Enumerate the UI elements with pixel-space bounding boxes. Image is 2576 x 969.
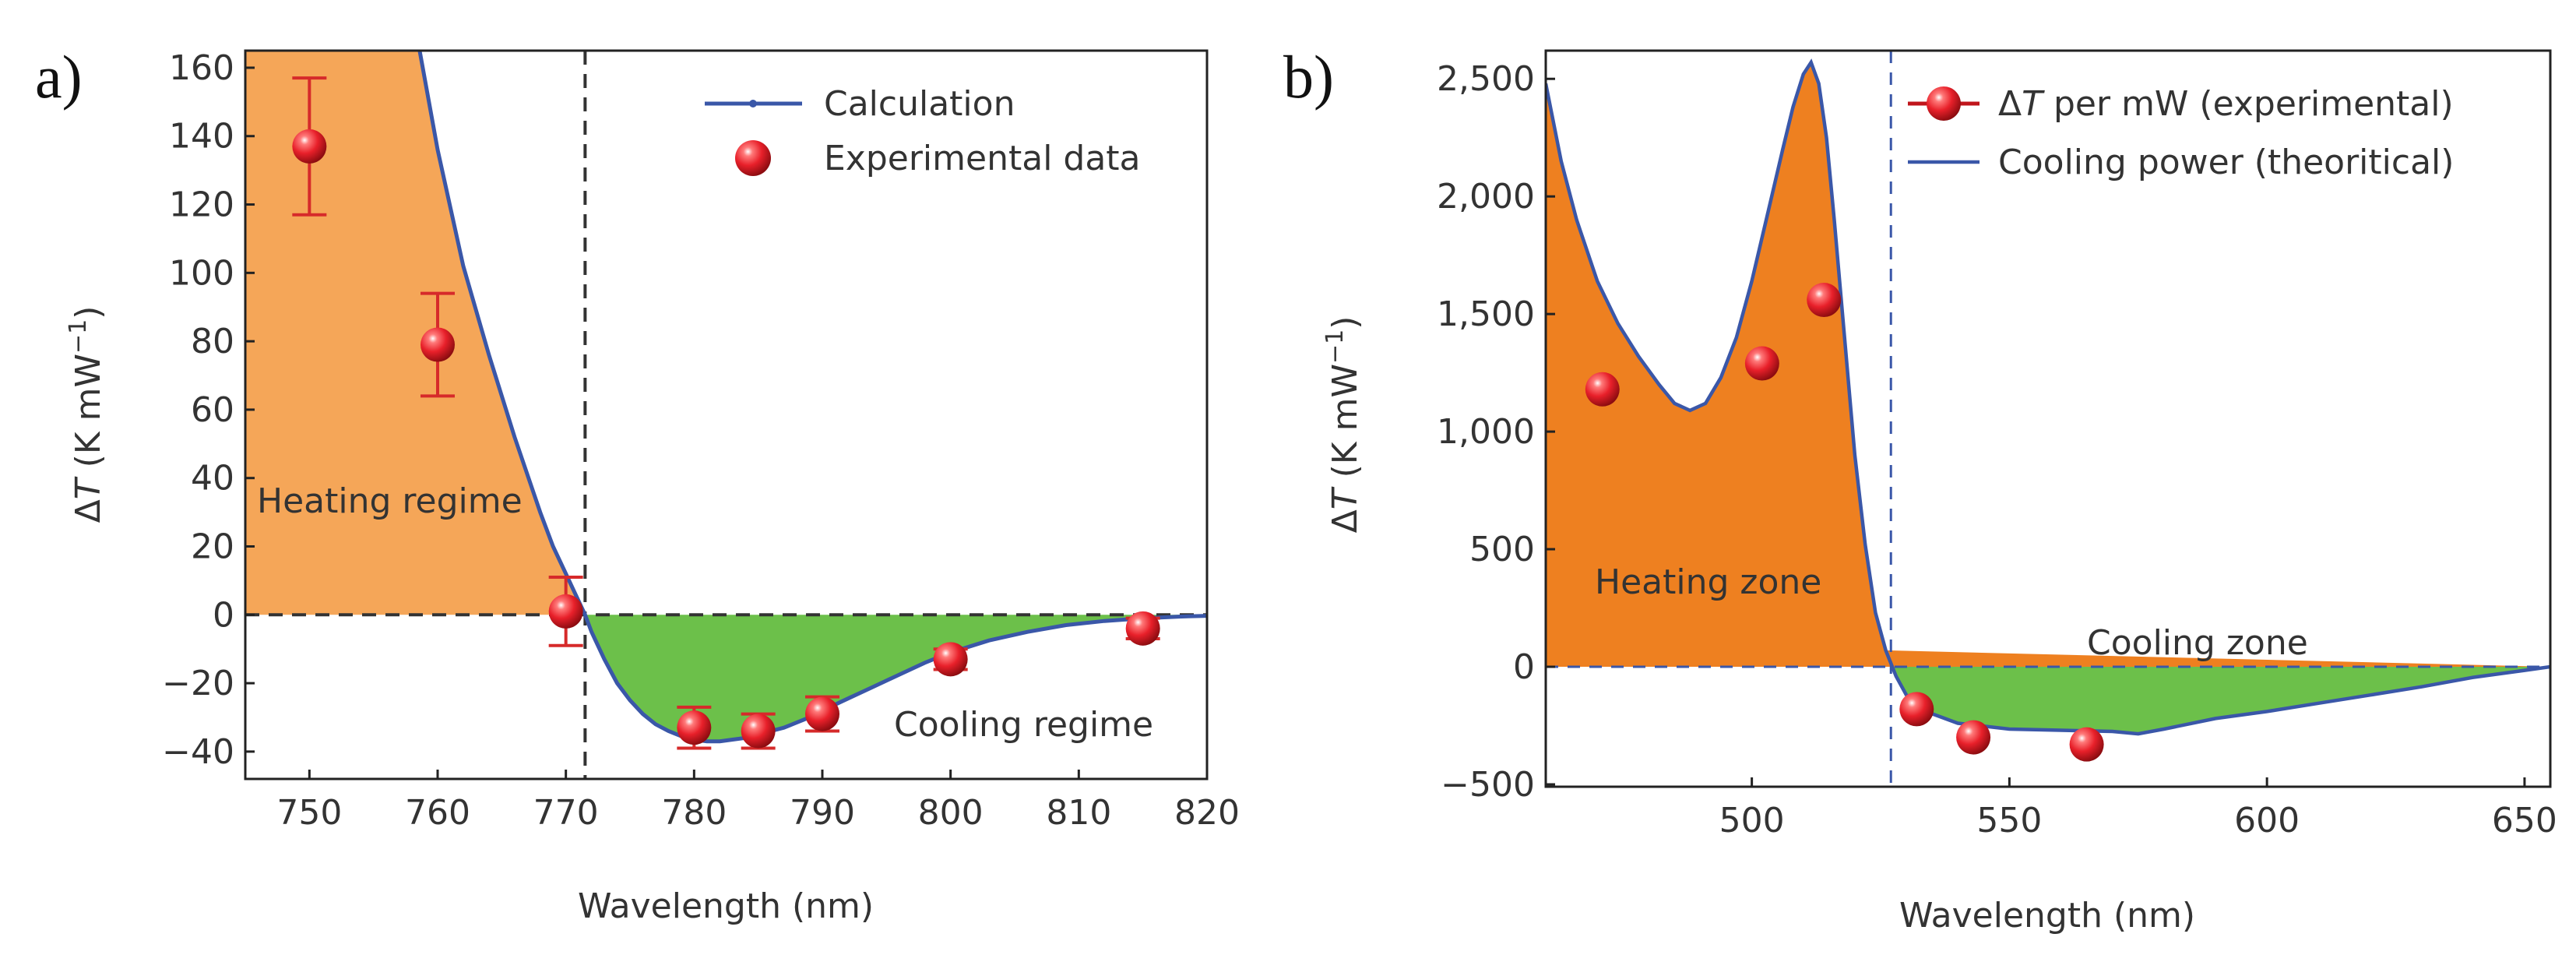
y-tick-label: 120 [169, 185, 234, 225]
panel-b-x-axis-label: Wavelength (nm) [1899, 896, 2195, 936]
data-point [1899, 692, 1934, 727]
y-tick-label: 500 [1469, 530, 1535, 569]
panel-b-legend: ΔT per mW (experimental) Cooling power (… [1908, 84, 2454, 182]
panel-b-label: b) [1283, 43, 1334, 111]
data-point [548, 594, 583, 629]
panel-a-cooling-annotation: Cooling regime [894, 705, 1153, 745]
data-point [2069, 727, 2104, 762]
x-tick-label: 600 [2234, 801, 2300, 840]
panel-b-cooling-fill [1891, 667, 2550, 735]
x-tick-label: 500 [1719, 801, 1785, 840]
panel-a: a) 750 760 770 780 790 800 810 820 −40 −20 0 20 40 6… [35, 43, 1240, 926]
panel-a-frame [244, 49, 1209, 780]
panel-a-legend-experimental: Experimental data [824, 139, 1141, 178]
y-tick-label: −20 [162, 664, 234, 703]
y-tick-label: 160 [169, 48, 234, 88]
panel-a-legend-point-swatch [735, 140, 771, 176]
data-point [741, 714, 776, 749]
y-tick-label: 0 [1513, 647, 1535, 687]
y-tick-label: 40 [191, 459, 234, 499]
panel-b-legend-experimental: ΔT per mW (experimental) [1998, 84, 2454, 124]
y-tick-label: 2,000 [1437, 177, 1535, 217]
x-tick-label: 780 [661, 793, 727, 833]
x-tick-label: 770 [533, 793, 599, 833]
y-tick-label: 1,000 [1437, 412, 1535, 452]
panel-b-experimental-points [1585, 283, 2104, 762]
panel-a-plot-area [245, 51, 1207, 779]
data-point [1744, 346, 1779, 381]
panel-a-x-ticks: 750 760 770 780 790 800 810 820 [276, 770, 1240, 833]
panel-a-legend: Calculation Experimental data [705, 84, 1141, 178]
x-tick-label: 820 [1174, 793, 1240, 833]
panel-b-x-ticks: 500 550 600 650 [1719, 777, 2557, 840]
panel-a-cooling-fill [585, 615, 1207, 742]
y-tick-label: 20 [191, 527, 234, 567]
y-tick-label: 2,500 [1437, 59, 1535, 99]
data-point [1807, 283, 1842, 318]
panel-a-y-axis-label: ΔT (K mW−1) [65, 306, 108, 523]
panel-a-y-ticks: −40 −20 0 20 40 60 80 100 120 140 160 [162, 48, 255, 772]
y-tick-label: 1,500 [1437, 294, 1535, 334]
panel-a-legend-calculation: Calculation [824, 84, 1015, 124]
data-point [677, 710, 712, 745]
panel-b-legend-theory: Cooling power (theoritical) [1998, 143, 2454, 182]
x-tick-label: 760 [405, 793, 470, 833]
y-tick-label: 0 [213, 595, 234, 635]
panel-b-y-ticks: −500 0 500 1,000 1,500 2,000 2,500 [1437, 59, 1555, 805]
panel-a-label: a) [35, 43, 83, 111]
x-tick-label: 550 [1976, 801, 2042, 840]
panel-b-cooling-power-line [1546, 58, 2550, 736]
x-tick-label: 650 [2492, 801, 2557, 840]
data-point [421, 327, 455, 362]
panel-b-cooling-annotation: Cooling zone [2087, 623, 2308, 663]
panel-b-frame [1544, 49, 2552, 788]
data-point [933, 642, 968, 677]
x-tick-label: 800 [918, 793, 984, 833]
panel-a-experimental-points [292, 76, 1160, 750]
panel-b-plot-area [1546, 51, 2550, 787]
panel-b-heating-annotation: Heating zone [1595, 562, 1821, 602]
panel-a-x-axis-label: Wavelength (nm) [578, 886, 874, 926]
panel-a-heating-fill [245, 51, 586, 615]
data-point [1956, 720, 1991, 755]
data-point [292, 129, 327, 164]
x-tick-label: 750 [276, 793, 342, 833]
x-tick-label: 810 [1046, 793, 1111, 833]
panel-b-legend-point-swatch [1927, 86, 1961, 121]
panel-b-y-axis-label: ΔT (K mW−1) [1321, 316, 1365, 534]
x-tick-label: 790 [790, 793, 855, 833]
panel-a-heating-annotation: Heating regime [257, 481, 523, 521]
y-tick-label: −500 [1441, 765, 1535, 805]
data-point [1125, 611, 1160, 646]
y-tick-label: 140 [169, 117, 234, 157]
panel-a-legend-line-marker [749, 100, 757, 107]
y-tick-label: 80 [191, 322, 234, 361]
panel-b-heating-fill [1546, 62, 2550, 668]
data-point [1585, 372, 1620, 407]
data-point [805, 696, 839, 731]
y-tick-label: 100 [169, 253, 234, 293]
y-tick-label: −40 [162, 732, 234, 772]
y-tick-label: 60 [191, 390, 234, 430]
panel-b: b) 500 550 600 650 −500 0 500 1,000 1,500 2,000 2… [1283, 43, 2557, 936]
